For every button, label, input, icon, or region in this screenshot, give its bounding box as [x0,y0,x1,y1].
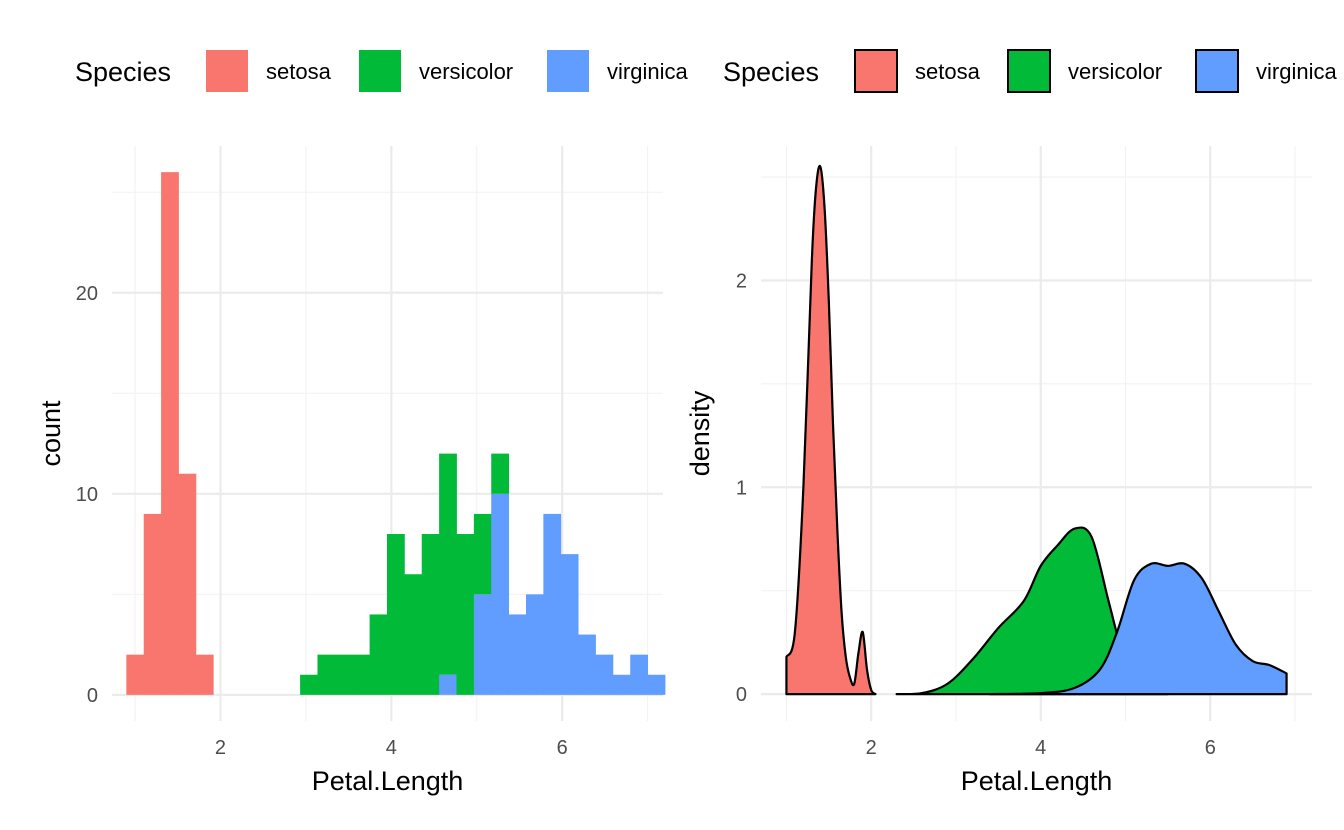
x-tick-label: 2 [215,737,226,759]
x-tick-label: 6 [557,737,568,759]
legend-key-setosa [206,50,248,92]
x-tick-label: 4 [386,737,397,759]
x-axis-title: Petal.Length [961,766,1113,796]
histogram-bar-versicolor [352,654,371,695]
legend-label-setosa: setosa [915,59,981,84]
x-tick-label: 6 [1205,737,1216,759]
legend-key-setosa [854,49,898,93]
legend-left: Species setosa versicolor virginica [75,50,688,92]
histogram-bar-setosa [126,654,145,695]
histogram-bar-versicolor [317,654,336,695]
legend-label-virginica: virginica [607,59,688,84]
histogram-bar-versicolor [439,453,457,675]
histogram-panel: 2 4 6 0 10 20 Petal.Length count [36,146,666,796]
histogram-bar-setosa [178,473,197,695]
y-tick-label: 0 [87,685,98,707]
legend-title: Species [75,57,171,87]
legend-title: Species [723,57,819,87]
legend-key-versicolor [1007,49,1051,93]
histogram-bar-virginica [560,554,579,695]
histogram-bar-virginica [525,594,544,695]
y-tick-label: 10 [76,484,98,506]
density-panel: 2 4 6 0 1 2 Petal.Length density [685,146,1312,796]
x-tick-label: 4 [1035,737,1046,759]
legend-label-setosa: setosa [266,59,332,84]
histogram-bar-virginica [612,674,631,695]
histogram-bar-setosa [195,654,214,695]
histogram-bar-virginica [473,594,492,695]
histogram-bar-versicolor [491,453,510,494]
y-axis-title: density [685,390,715,476]
histogram-bar-virginica [647,674,666,695]
legend-right: Species setosa versicolor virginica [723,49,1337,93]
histogram-bar-versicolor [456,534,475,695]
histogram-bar-setosa [161,172,179,695]
legend-label-versicolor: versicolor [419,59,513,84]
histogram-bar-versicolor [369,614,388,695]
histogram-bar-virginica [543,513,562,695]
histogram-bar-versicolor [404,574,423,695]
histogram-bar-versicolor [421,534,440,695]
histogram-bar-virginica [508,614,527,695]
x-axis-title: Petal.Length [312,766,464,796]
histogram-bar-versicolor [300,674,318,695]
legend-label-versicolor: versicolor [1068,59,1162,84]
histogram-bar-virginica [595,654,614,695]
y-tick-label: 1 [736,477,747,499]
histogram-bar-virginica [439,674,457,695]
legend-key-virginica [1195,49,1239,93]
histogram-bar-virginica [630,654,649,695]
y-tick-label: 2 [736,270,747,292]
histogram-bar-virginica [491,493,510,695]
legend-key-virginica [547,50,589,92]
density-area-setosa [785,164,877,696]
histogram-bar-versicolor [473,513,492,595]
x-tick-label: 2 [866,737,877,759]
histogram-bar-setosa [143,513,162,695]
histogram-bar-versicolor [386,534,405,695]
histogram-bar-versicolor [334,654,353,695]
legend-key-versicolor [359,50,401,92]
y-tick-label: 20 [76,283,98,305]
density-area-virginica [988,562,1288,696]
y-tick-label: 0 [736,684,747,706]
y-axis-title: count [36,400,66,467]
histogram-bar-virginica [578,634,596,695]
legend-label-virginica: virginica [1256,59,1337,84]
